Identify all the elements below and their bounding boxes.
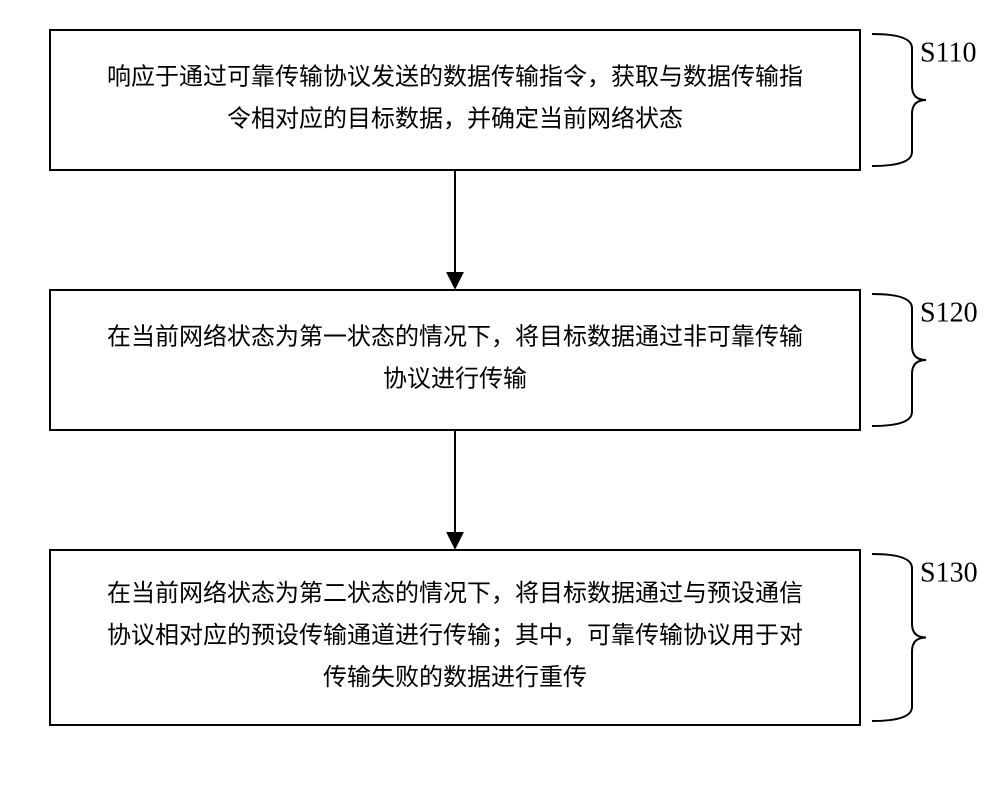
step-text-line: 在当前网络状态为第一状态的情况下，将目标数据通过非可靠传输 [107, 324, 803, 351]
flowchart-canvas: 响应于通过可靠传输协议发送的数据传输指令，获取与数据传输指令相对应的目标数据，并… [0, 0, 1000, 786]
step-text-line: 在当前网络状态为第二状态的情况下，将目标数据通过与预设通信 [107, 580, 803, 607]
brace-icon [872, 554, 926, 721]
step-label: S130 [920, 557, 978, 588]
step-text-line: 响应于通过可靠传输协议发送的数据传输指令，获取与数据传输指 [107, 64, 803, 91]
step-text-line: 令相对应的目标数据，并确定当前网络状态 [227, 106, 683, 133]
step-box [50, 30, 860, 170]
step-text-line: 协议进行传输 [383, 366, 527, 393]
step-box [50, 290, 860, 430]
brace-icon [872, 294, 926, 426]
flow-step-s120: 在当前网络状态为第一状态的情况下，将目标数据通过非可靠传输协议进行传输 S120 [50, 290, 978, 430]
step-label: S110 [920, 37, 977, 68]
step-label: S120 [920, 297, 978, 328]
flow-step-s130: 在当前网络状态为第二状态的情况下，将目标数据通过与预设通信协议相对应的预设传输通… [50, 550, 978, 725]
step-text-line: 协议相对应的预设传输通道进行传输；其中，可靠传输协议用于对 [107, 622, 803, 649]
brace-icon [872, 34, 926, 166]
step-text-line: 传输失败的数据进行重传 [323, 664, 587, 691]
flow-step-s110: 响应于通过可靠传输协议发送的数据传输指令，获取与数据传输指令相对应的目标数据，并… [50, 30, 977, 170]
